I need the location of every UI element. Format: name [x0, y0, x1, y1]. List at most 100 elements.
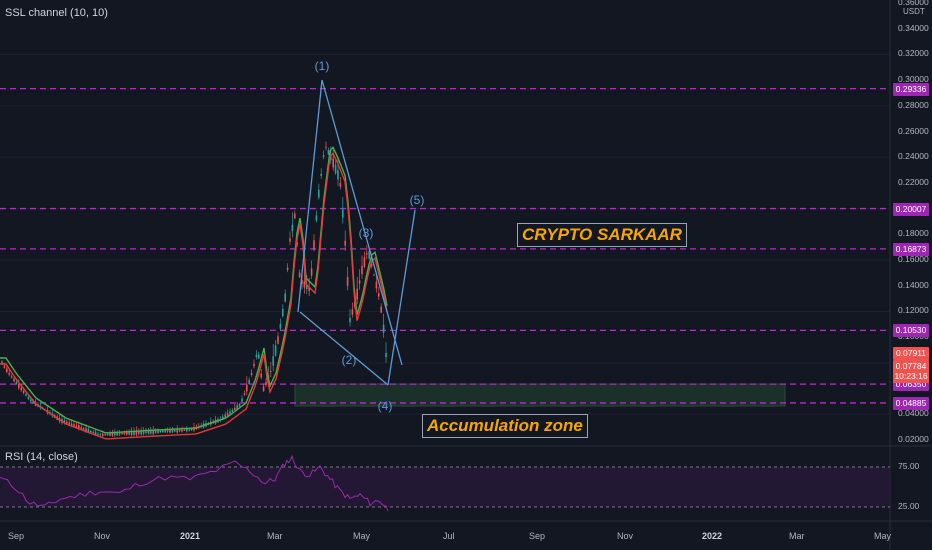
- time-axis-label: Sep: [8, 531, 25, 541]
- candle: [106, 433, 109, 436]
- wave-label: (5): [410, 193, 425, 207]
- candle: [346, 277, 349, 287]
- price-tick-label: 0.30000: [898, 74, 929, 85]
- candle: [351, 309, 354, 315]
- candle: [344, 240, 346, 246]
- candle: [378, 293, 380, 297]
- candle: [186, 428, 188, 432]
- candle: [385, 352, 387, 358]
- candle: [128, 431, 130, 435]
- candle: [3, 365, 6, 368]
- candle: [375, 281, 378, 289]
- candle: [238, 404, 241, 407]
- time-axis-label: Nov: [617, 531, 634, 541]
- price-tick-label: 0.24000: [898, 151, 929, 162]
- candle: [1, 361, 3, 365]
- candle: [114, 433, 116, 436]
- candle: [171, 429, 174, 433]
- wave-label: (2): [342, 353, 357, 367]
- candle: [270, 370, 272, 373]
- candle: [298, 272, 301, 277]
- candle: [10, 376, 13, 378]
- time-axis-label: 2021: [180, 531, 201, 541]
- candle: [142, 430, 145, 434]
- candle: [145, 431, 147, 433]
- price-tick-label: 0.04000: [898, 408, 929, 419]
- candle: [363, 257, 366, 267]
- time-axis-label: Mar: [267, 531, 283, 541]
- level-price-label: 0.16873: [893, 242, 929, 256]
- candle: [152, 430, 154, 434]
- candle: [174, 429, 176, 432]
- wave-trendline: [321, 79, 403, 366]
- level-price-label: 0.04885: [893, 396, 929, 410]
- candle: [75, 425, 78, 427]
- candle: [13, 378, 15, 382]
- candle: [25, 394, 27, 396]
- candle: [66, 421, 68, 424]
- candle: [274, 345, 277, 356]
- time-axis-label: May: [353, 531, 371, 541]
- price-tick-label: 0.32000: [898, 48, 929, 59]
- candle: [116, 432, 118, 436]
- candle: [87, 428, 90, 433]
- candle: [325, 146, 327, 148]
- candle: [224, 414, 226, 418]
- ssl-down-line: [0, 152, 388, 440]
- candle: [138, 431, 140, 434]
- candle: [30, 399, 32, 402]
- candle: [70, 423, 73, 426]
- candle: [164, 429, 166, 433]
- candle: [135, 430, 138, 435]
- candle: [140, 430, 142, 435]
- candle: [289, 238, 291, 242]
- candle: [315, 215, 318, 221]
- candle: [97, 433, 99, 435]
- candle: [342, 209, 344, 218]
- rsi-band: [0, 467, 890, 507]
- candle: [68, 422, 70, 425]
- candle: [310, 268, 313, 276]
- level-price-label: 0.29336: [893, 82, 929, 96]
- candle: [313, 240, 315, 250]
- candle: [99, 434, 102, 436]
- candle: [118, 433, 121, 435]
- candle: [303, 281, 306, 288]
- candle: [262, 386, 265, 392]
- candle: [327, 150, 330, 155]
- candle: [308, 287, 310, 291]
- price-tick-label: 0.34000: [898, 22, 929, 33]
- candle: [18, 384, 20, 388]
- candle: [320, 173, 322, 176]
- candle: [22, 390, 25, 394]
- ssl-indicator-label[interactable]: SSL channel (10, 10): [5, 7, 108, 19]
- candle: [358, 280, 361, 284]
- rsi-indicator-label[interactable]: RSI (14, close): [5, 451, 78, 463]
- candle: [277, 336, 279, 344]
- candle: [94, 431, 97, 436]
- candle: [176, 428, 178, 433]
- level-lines: [0, 88, 890, 404]
- candle: [159, 430, 162, 433]
- candle: [356, 288, 358, 300]
- candle: [85, 428, 87, 432]
- candle: [231, 409, 234, 412]
- wave-label: (4): [378, 399, 393, 413]
- countdown-label: 10:23:16: [893, 370, 929, 383]
- candle: [337, 170, 339, 180]
- ssl-channel: [0, 146, 388, 440]
- candle: [157, 430, 159, 434]
- candle: [222, 416, 224, 420]
- candle: [80, 427, 82, 429]
- candle: [330, 154, 332, 161]
- candle: [82, 427, 85, 430]
- candle: [111, 432, 114, 436]
- time-axis-label: 2022: [702, 531, 723, 541]
- accumulation-zone-label: Accumulation zone: [422, 414, 588, 438]
- candle: [294, 213, 296, 219]
- price-tick-label: 0.28000: [898, 99, 929, 110]
- candle: [370, 263, 373, 267]
